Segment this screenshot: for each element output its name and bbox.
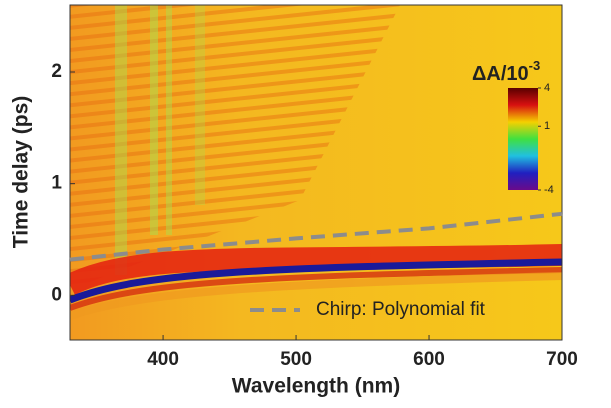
plot-frame (69, 4, 563, 341)
colorbar-tick-label: 4 (544, 82, 550, 94)
colorbar (508, 88, 538, 190)
y-tick-label: 0 (51, 284, 62, 305)
colorbar-tick-label: -4 (544, 184, 554, 196)
x-tick-label: 600 (413, 349, 445, 370)
colorbar-title: ΔA/10-3 (472, 58, 540, 85)
x-tick-label: 500 (280, 349, 312, 370)
x-tick-label: 700 (546, 349, 578, 370)
chirp-fit-line (69, 211, 563, 262)
colorbar-tick-label: 1 (544, 120, 550, 132)
x-tick-label: 400 (147, 349, 179, 370)
heatmap (70, 5, 562, 340)
legend-label: Chirp: Polynomial fit (316, 299, 486, 320)
x-axis-label: Wavelength (nm) (232, 375, 400, 398)
y-tick-label: 2 (51, 61, 62, 82)
y-tick-label: 1 (51, 173, 62, 194)
y-axis-label: Time delay (ps) (10, 96, 33, 249)
